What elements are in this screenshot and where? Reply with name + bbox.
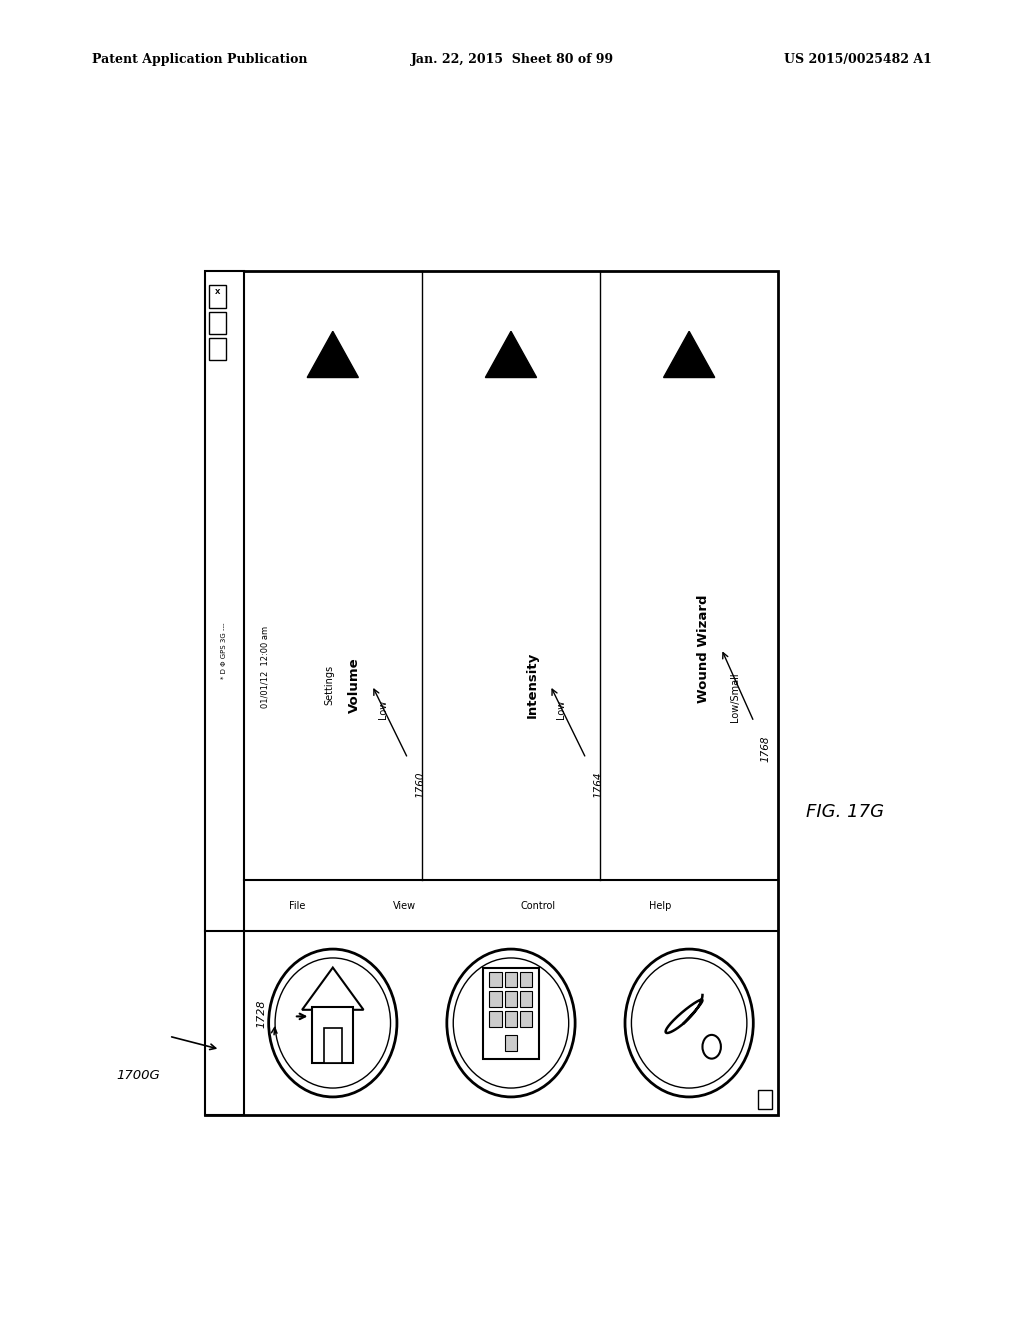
Text: Control: Control <box>520 900 555 911</box>
Text: Wound Wizard: Wound Wizard <box>697 594 710 704</box>
Polygon shape <box>307 331 358 378</box>
Text: Low: Low <box>556 700 566 719</box>
Bar <box>483 968 539 1059</box>
Text: US 2015/0025482 A1: US 2015/0025482 A1 <box>784 53 932 66</box>
Text: Jan. 22, 2015  Sheet 80 of 99: Jan. 22, 2015 Sheet 80 of 99 <box>411 53 613 66</box>
Ellipse shape <box>268 949 397 1097</box>
Text: 1764: 1764 <box>593 772 603 799</box>
Circle shape <box>702 1035 721 1059</box>
Ellipse shape <box>454 958 568 1088</box>
Text: Volume: Volume <box>348 657 360 713</box>
Text: 1728: 1728 <box>257 999 266 1028</box>
Text: 01/01/12  12:00 am: 01/01/12 12:00 am <box>260 626 269 708</box>
Ellipse shape <box>632 958 746 1088</box>
Polygon shape <box>485 331 537 378</box>
Text: X: X <box>215 289 220 296</box>
Bar <box>205 271 778 1115</box>
Bar <box>505 972 517 987</box>
Ellipse shape <box>446 949 575 1097</box>
Bar <box>520 1011 532 1027</box>
Ellipse shape <box>625 949 754 1097</box>
Bar <box>758 1090 772 1109</box>
Text: File: File <box>289 900 305 911</box>
Text: Intensity: Intensity <box>526 652 539 718</box>
Bar <box>505 1011 517 1027</box>
Text: 1760: 1760 <box>415 772 425 799</box>
Text: View: View <box>392 900 416 911</box>
Ellipse shape <box>275 958 390 1088</box>
Bar <box>209 285 226 308</box>
Text: * D Φ GPS 3G ---: * D Φ GPS 3G --- <box>221 623 227 678</box>
Text: Settings: Settings <box>325 665 334 705</box>
Text: Low: Low <box>378 700 388 719</box>
Text: 1700G: 1700G <box>117 1069 160 1082</box>
Polygon shape <box>664 331 715 378</box>
Bar <box>312 1007 353 1063</box>
Text: 1768: 1768 <box>760 735 770 762</box>
Text: Low/Small: Low/Small <box>730 673 740 722</box>
Bar <box>324 1028 342 1063</box>
Bar <box>489 991 502 1007</box>
Bar <box>205 271 244 1115</box>
Bar <box>520 972 532 987</box>
Bar <box>209 312 226 334</box>
Text: Help: Help <box>649 900 672 911</box>
Bar <box>489 1011 502 1027</box>
Bar <box>520 991 532 1007</box>
Text: Patent Application Publication: Patent Application Publication <box>92 53 307 66</box>
Bar <box>505 1035 517 1051</box>
Text: FIG. 17G: FIG. 17G <box>806 803 884 821</box>
Bar <box>489 972 502 987</box>
Bar <box>209 338 226 360</box>
Bar <box>505 991 517 1007</box>
